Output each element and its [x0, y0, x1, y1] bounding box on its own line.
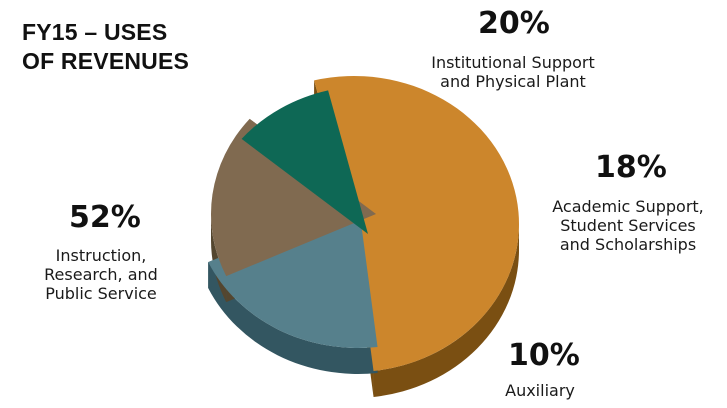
slice-institutional [208, 200, 378, 349]
chart-title: FY15 – USES OF REVENUES [22, 18, 242, 76]
slice-instruction-side [373, 224, 519, 397]
slice-institutional-percent: 20% [478, 6, 550, 41]
slice-academic [211, 118, 376, 277]
slice-instruction-label: Instruction, Research, and Public Servic… [44, 246, 158, 303]
slice-academic-percent: 18% [595, 150, 667, 185]
slice-auxiliary-percent: 10% [508, 338, 580, 373]
slice-institutional-side [208, 262, 378, 374]
slice-instruction-percent: 52% [69, 200, 141, 235]
chart-title-line-2: OF REVENUES [22, 48, 190, 74]
slice-auxiliary-label: Auxiliary [505, 381, 575, 400]
chart-title-line-1: FY15 – USES [22, 19, 168, 45]
slice-institutional-label: Institutional Support and Physical Plant [431, 53, 595, 91]
slice-auxiliary [241, 90, 368, 234]
slice-academic-label: Academic Support, Student Services and S… [552, 197, 704, 254]
